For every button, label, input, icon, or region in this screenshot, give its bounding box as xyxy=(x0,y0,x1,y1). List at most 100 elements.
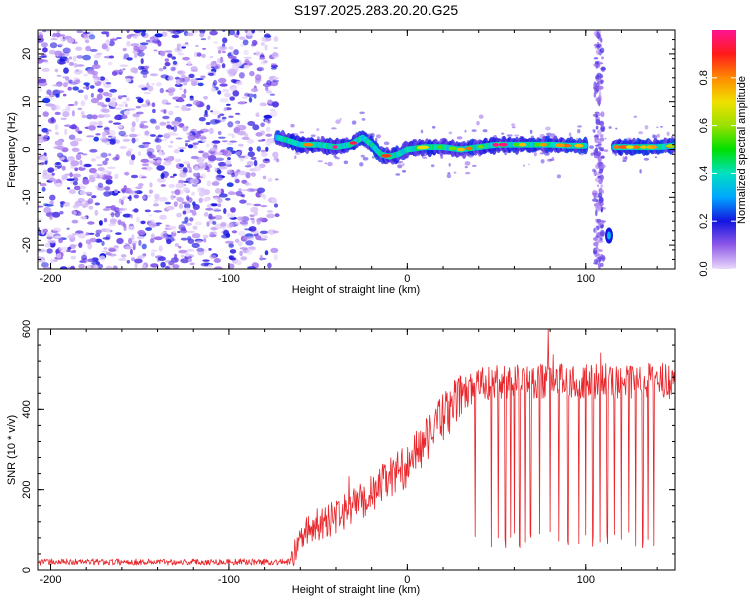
scatter-speckle xyxy=(652,134,655,139)
scatter-speckle xyxy=(568,132,572,137)
gap-speckle xyxy=(597,184,600,188)
track-hotspot xyxy=(626,145,634,149)
noise-speckle xyxy=(195,44,199,48)
noise-speckle xyxy=(208,264,213,268)
noise-speckle xyxy=(164,201,171,205)
noise-speckle xyxy=(181,46,186,49)
noise-speckle xyxy=(72,55,77,62)
scatter-speckle xyxy=(577,129,581,134)
noise-speckle xyxy=(228,68,238,76)
noise-speckle xyxy=(151,83,155,86)
noise-speckle xyxy=(132,113,140,118)
noise-speckle xyxy=(214,215,223,220)
noise-speckle xyxy=(82,178,90,185)
gap-speckle xyxy=(598,85,604,90)
x-tick-label: -200 xyxy=(39,574,61,586)
noise-speckle xyxy=(112,265,118,269)
noise-speckle xyxy=(236,30,240,36)
noise-speckle xyxy=(237,101,246,105)
noise-speckle xyxy=(190,66,198,72)
noise-speckle xyxy=(87,68,95,75)
noise-speckle xyxy=(219,166,228,170)
noise-speckle xyxy=(62,47,71,54)
noise-speckle xyxy=(185,142,188,147)
noise-speckle xyxy=(38,205,44,208)
noise-speckle xyxy=(205,207,214,211)
noise-speckle xyxy=(112,122,122,125)
noise-speckle xyxy=(115,37,122,40)
noise-speckle xyxy=(125,78,132,83)
spectrogram-y-axis: -20 -10 0 10 20 xyxy=(21,29,675,270)
noise-speckle xyxy=(217,203,222,207)
noise-speckle xyxy=(229,96,235,101)
noise-speckle xyxy=(236,216,244,221)
noise-speckle xyxy=(99,255,106,261)
noise-speckle xyxy=(51,211,61,218)
noise-speckle xyxy=(144,209,151,213)
gap-speckle xyxy=(593,57,599,60)
spectrogram-x-label: Height of straight line (km) xyxy=(292,284,420,296)
track-hotspot xyxy=(381,154,392,158)
noise-speckle xyxy=(195,240,203,243)
noise-speckle xyxy=(140,103,149,108)
noise-speckle xyxy=(191,30,199,33)
noise-speckle xyxy=(148,214,153,217)
scatter-speckle xyxy=(317,160,323,163)
noise-speckle xyxy=(58,247,64,251)
noise-speckle xyxy=(174,105,180,108)
noise-speckle xyxy=(137,255,145,259)
noise-speckle xyxy=(228,30,236,36)
noise-speckle xyxy=(209,127,214,135)
x-tick-label: -100 xyxy=(218,574,240,586)
scatter-speckle xyxy=(514,134,520,137)
noise-speckle xyxy=(244,133,249,139)
noise-speckle xyxy=(118,125,123,129)
noise-speckle xyxy=(126,108,136,111)
noise-speckle xyxy=(122,101,127,104)
noise-speckle xyxy=(230,207,236,213)
noise-speckle xyxy=(66,178,75,181)
noise-speckle xyxy=(92,173,98,178)
noise-speckle xyxy=(83,82,90,86)
scatter-speckle xyxy=(336,157,340,160)
noise-speckle xyxy=(134,262,138,269)
noise-speckle xyxy=(103,113,111,118)
noise-speckle xyxy=(149,73,159,77)
noise-speckle xyxy=(67,234,76,239)
track-hotspot xyxy=(518,142,527,147)
noise-speckle xyxy=(144,143,149,148)
scatter-speckle xyxy=(335,155,338,160)
noise-speckle xyxy=(73,63,78,68)
noise-speckle xyxy=(130,174,139,179)
gap-speckle xyxy=(600,37,603,43)
noise-speckle xyxy=(110,205,116,211)
scatter-speckle xyxy=(464,161,471,166)
gap-speckle xyxy=(595,82,600,88)
gap-speckle xyxy=(598,221,602,227)
scatter-speckle xyxy=(362,157,369,161)
gap-speckle xyxy=(600,79,604,84)
noise-speckle xyxy=(156,165,165,171)
noise-speckle xyxy=(265,36,272,42)
noise-speckle xyxy=(38,145,42,150)
noise-speckle xyxy=(239,247,248,250)
noise-speckle xyxy=(123,110,130,116)
noise-speckle xyxy=(90,92,94,98)
noise-speckle xyxy=(95,233,101,237)
noise-speckle xyxy=(134,190,139,194)
noise-speckle xyxy=(120,114,128,119)
noise-speckle xyxy=(135,96,142,100)
noise-speckle xyxy=(213,41,219,44)
noise-speckle xyxy=(94,202,101,206)
y-tick-label: -20 xyxy=(21,237,33,253)
noise-speckle xyxy=(167,75,174,81)
scatter-speckle xyxy=(331,127,337,130)
noise-speckle xyxy=(214,188,222,194)
noise-speckle xyxy=(68,189,76,195)
gap-speckle xyxy=(597,240,604,243)
noise-speckle xyxy=(77,233,86,239)
noise-speckle xyxy=(55,182,63,187)
noise-speckle xyxy=(238,149,243,154)
gap-speckle xyxy=(599,121,605,127)
noise-speckle xyxy=(45,103,54,107)
